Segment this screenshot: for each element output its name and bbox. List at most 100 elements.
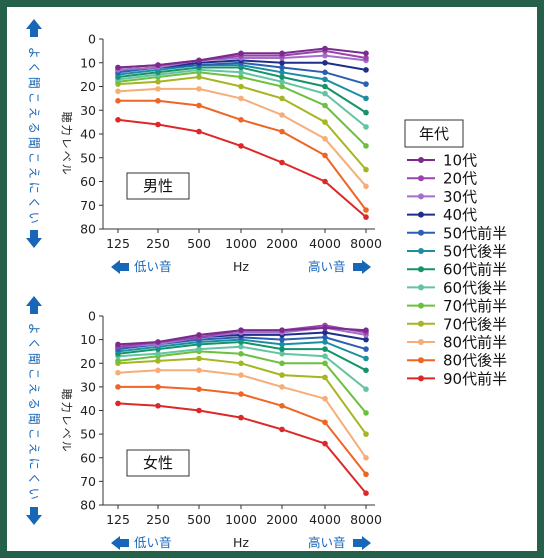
legend-item-label: 20代 [443, 170, 477, 188]
chart1-series-point-6 [279, 69, 285, 76]
chart2-y-tick-label: 60 [80, 450, 96, 465]
chart1-series-point-2 [363, 55, 369, 61]
chart1-high-arrow-icon-stem [353, 263, 362, 271]
chart1-series-point-4 [322, 60, 328, 66]
chart1-y-tick-label: 60 [80, 174, 96, 189]
chart2-series-point-8 [279, 351, 285, 357]
chart1-series-point-11 [238, 95, 244, 102]
chart2-series-point-10 [279, 372, 285, 378]
chart2-series-point-11 [238, 372, 244, 378]
chart1-x-tick-label: 4000 [309, 236, 341, 251]
chart1-series-point-8 [238, 69, 244, 76]
chart1-series-point-5 [363, 81, 369, 87]
chart1-better-arrow-icon [26, 19, 42, 29]
chart1-series-line-13 [117, 118, 367, 218]
chart2-series-point-5 [363, 346, 369, 352]
chart1-series-point-1 [196, 57, 202, 64]
chart1-series-point-13 [363, 214, 369, 220]
chart1-series-point-13 [196, 128, 202, 135]
chart2-ylabel-char: レ [60, 415, 73, 426]
chart1-worse-arrow-icon-stem [30, 230, 38, 238]
chart2-series-point-1 [196, 332, 202, 338]
chart2-xlabel: Hz [233, 535, 249, 550]
chart1-y-tick-label: 70 [80, 198, 96, 213]
chart2-y-tick-label: 80 [80, 498, 96, 513]
chart1-series-point-12 [196, 102, 202, 109]
chart2-series-point-10 [238, 360, 244, 367]
chart2-series-point-12 [238, 391, 244, 397]
chart1-series-point-6 [322, 76, 328, 83]
chart2-worse-label-char: え [27, 443, 41, 455]
chart2-better-label-char: こ [27, 368, 41, 380]
legend-item: 60代前半 [407, 261, 507, 279]
chart2-ylabel-char: ル [60, 441, 73, 452]
chart2-series-point-5 [279, 336, 285, 343]
chart2-high-arrow-icon-stem [353, 539, 362, 547]
chart1-y-tick-label: 30 [80, 103, 96, 118]
legend-item: 60代後半 [407, 279, 507, 297]
chart1-series-point-10 [279, 95, 285, 102]
chart1-x-tick-label: 2000 [266, 236, 298, 251]
legend-swatch-dot [418, 175, 424, 182]
chart2-x-tick-label: 1000 [225, 512, 257, 527]
legend-item: 50代前半 [407, 224, 507, 242]
chart1-y-tick-label: 10 [80, 55, 96, 70]
legend-swatch-dot [418, 211, 424, 218]
chart1-worse-label-char: い [27, 212, 41, 224]
legend-item: 80代前半 [407, 334, 507, 352]
legend-swatch-dot [418, 284, 424, 291]
chart1-worse-label-char: 聞 [27, 137, 41, 149]
chart2-better-label-char: 聞 [27, 353, 41, 365]
chart2-series-point-4 [363, 336, 369, 343]
chart2-series-point-8 [363, 386, 369, 393]
legend-item-label: 10代 [443, 152, 477, 170]
chart1-y-tick-label: 40 [80, 127, 96, 142]
chart1-series-point-13 [115, 117, 121, 123]
chart1-series-point-13 [155, 121, 161, 128]
chart2-y-tick-label: 70 [80, 474, 96, 489]
chart1-series-point-11 [196, 86, 202, 92]
chart2-series-point-6 [363, 355, 369, 362]
chart1-series-point-4 [279, 60, 285, 66]
chart1-xlabel: Hz [233, 259, 249, 274]
chart2-series-point-4 [322, 329, 328, 336]
chart1-high-arrow-icon [362, 260, 371, 274]
chart2-ylabel-char: 聴 [60, 389, 73, 400]
legend-item-label: 70代前半 [443, 297, 507, 315]
legend-swatch-dot [418, 375, 424, 382]
chart2-series-point-12 [155, 384, 161, 390]
chart1-low-arrow-icon-stem [120, 263, 129, 271]
chart1-ylabel-char: ベ [60, 151, 73, 162]
legend-item-label: 60代後半 [443, 279, 507, 297]
chart2-series-point-8 [238, 343, 244, 350]
legend-item: 10代 [407, 152, 477, 170]
chart2-series-point-1 [363, 327, 369, 334]
chart2-series-point-6 [322, 339, 328, 345]
chart1-series-point-5 [322, 69, 328, 76]
legend-item-label: 80代前半 [443, 334, 507, 352]
chart2-series-point-10 [155, 358, 161, 364]
figure-panel: よく聞こえる聞こえにくい聴力レベル 0 10 20 30 40 50 60 70 80 125 250… [7, 7, 537, 551]
chart1-x-tick-label: 1000 [225, 236, 257, 251]
chart1-high-label: 高い音 [308, 259, 346, 274]
chart2-series-point-12 [115, 384, 121, 390]
chart1-series-point-10 [363, 166, 369, 173]
chart2-y-tick-label: 10 [80, 332, 96, 347]
chart2-series-point-12 [279, 403, 285, 409]
legend-item-label: 70代後半 [443, 315, 507, 333]
legend-swatch-dot [418, 339, 424, 345]
chart2-series-point-13 [279, 426, 285, 433]
chart1-better-label-char: る [27, 122, 41, 134]
chart2-better-label-char: え [27, 383, 41, 395]
legend-swatch-dot [418, 157, 424, 163]
chart2-series-point-9 [363, 410, 369, 416]
chart1-y-tick-label: 80 [80, 222, 96, 237]
chart2-y-tick-label: 0 [88, 309, 96, 324]
chart2-worse-label-char: に [27, 458, 41, 470]
chart2-y-tick-label: 50 [80, 427, 96, 442]
chart2-series-point-12 [196, 386, 202, 393]
chart2-series-point-1 [155, 339, 161, 345]
chart2-series-point-7 [279, 346, 285, 352]
